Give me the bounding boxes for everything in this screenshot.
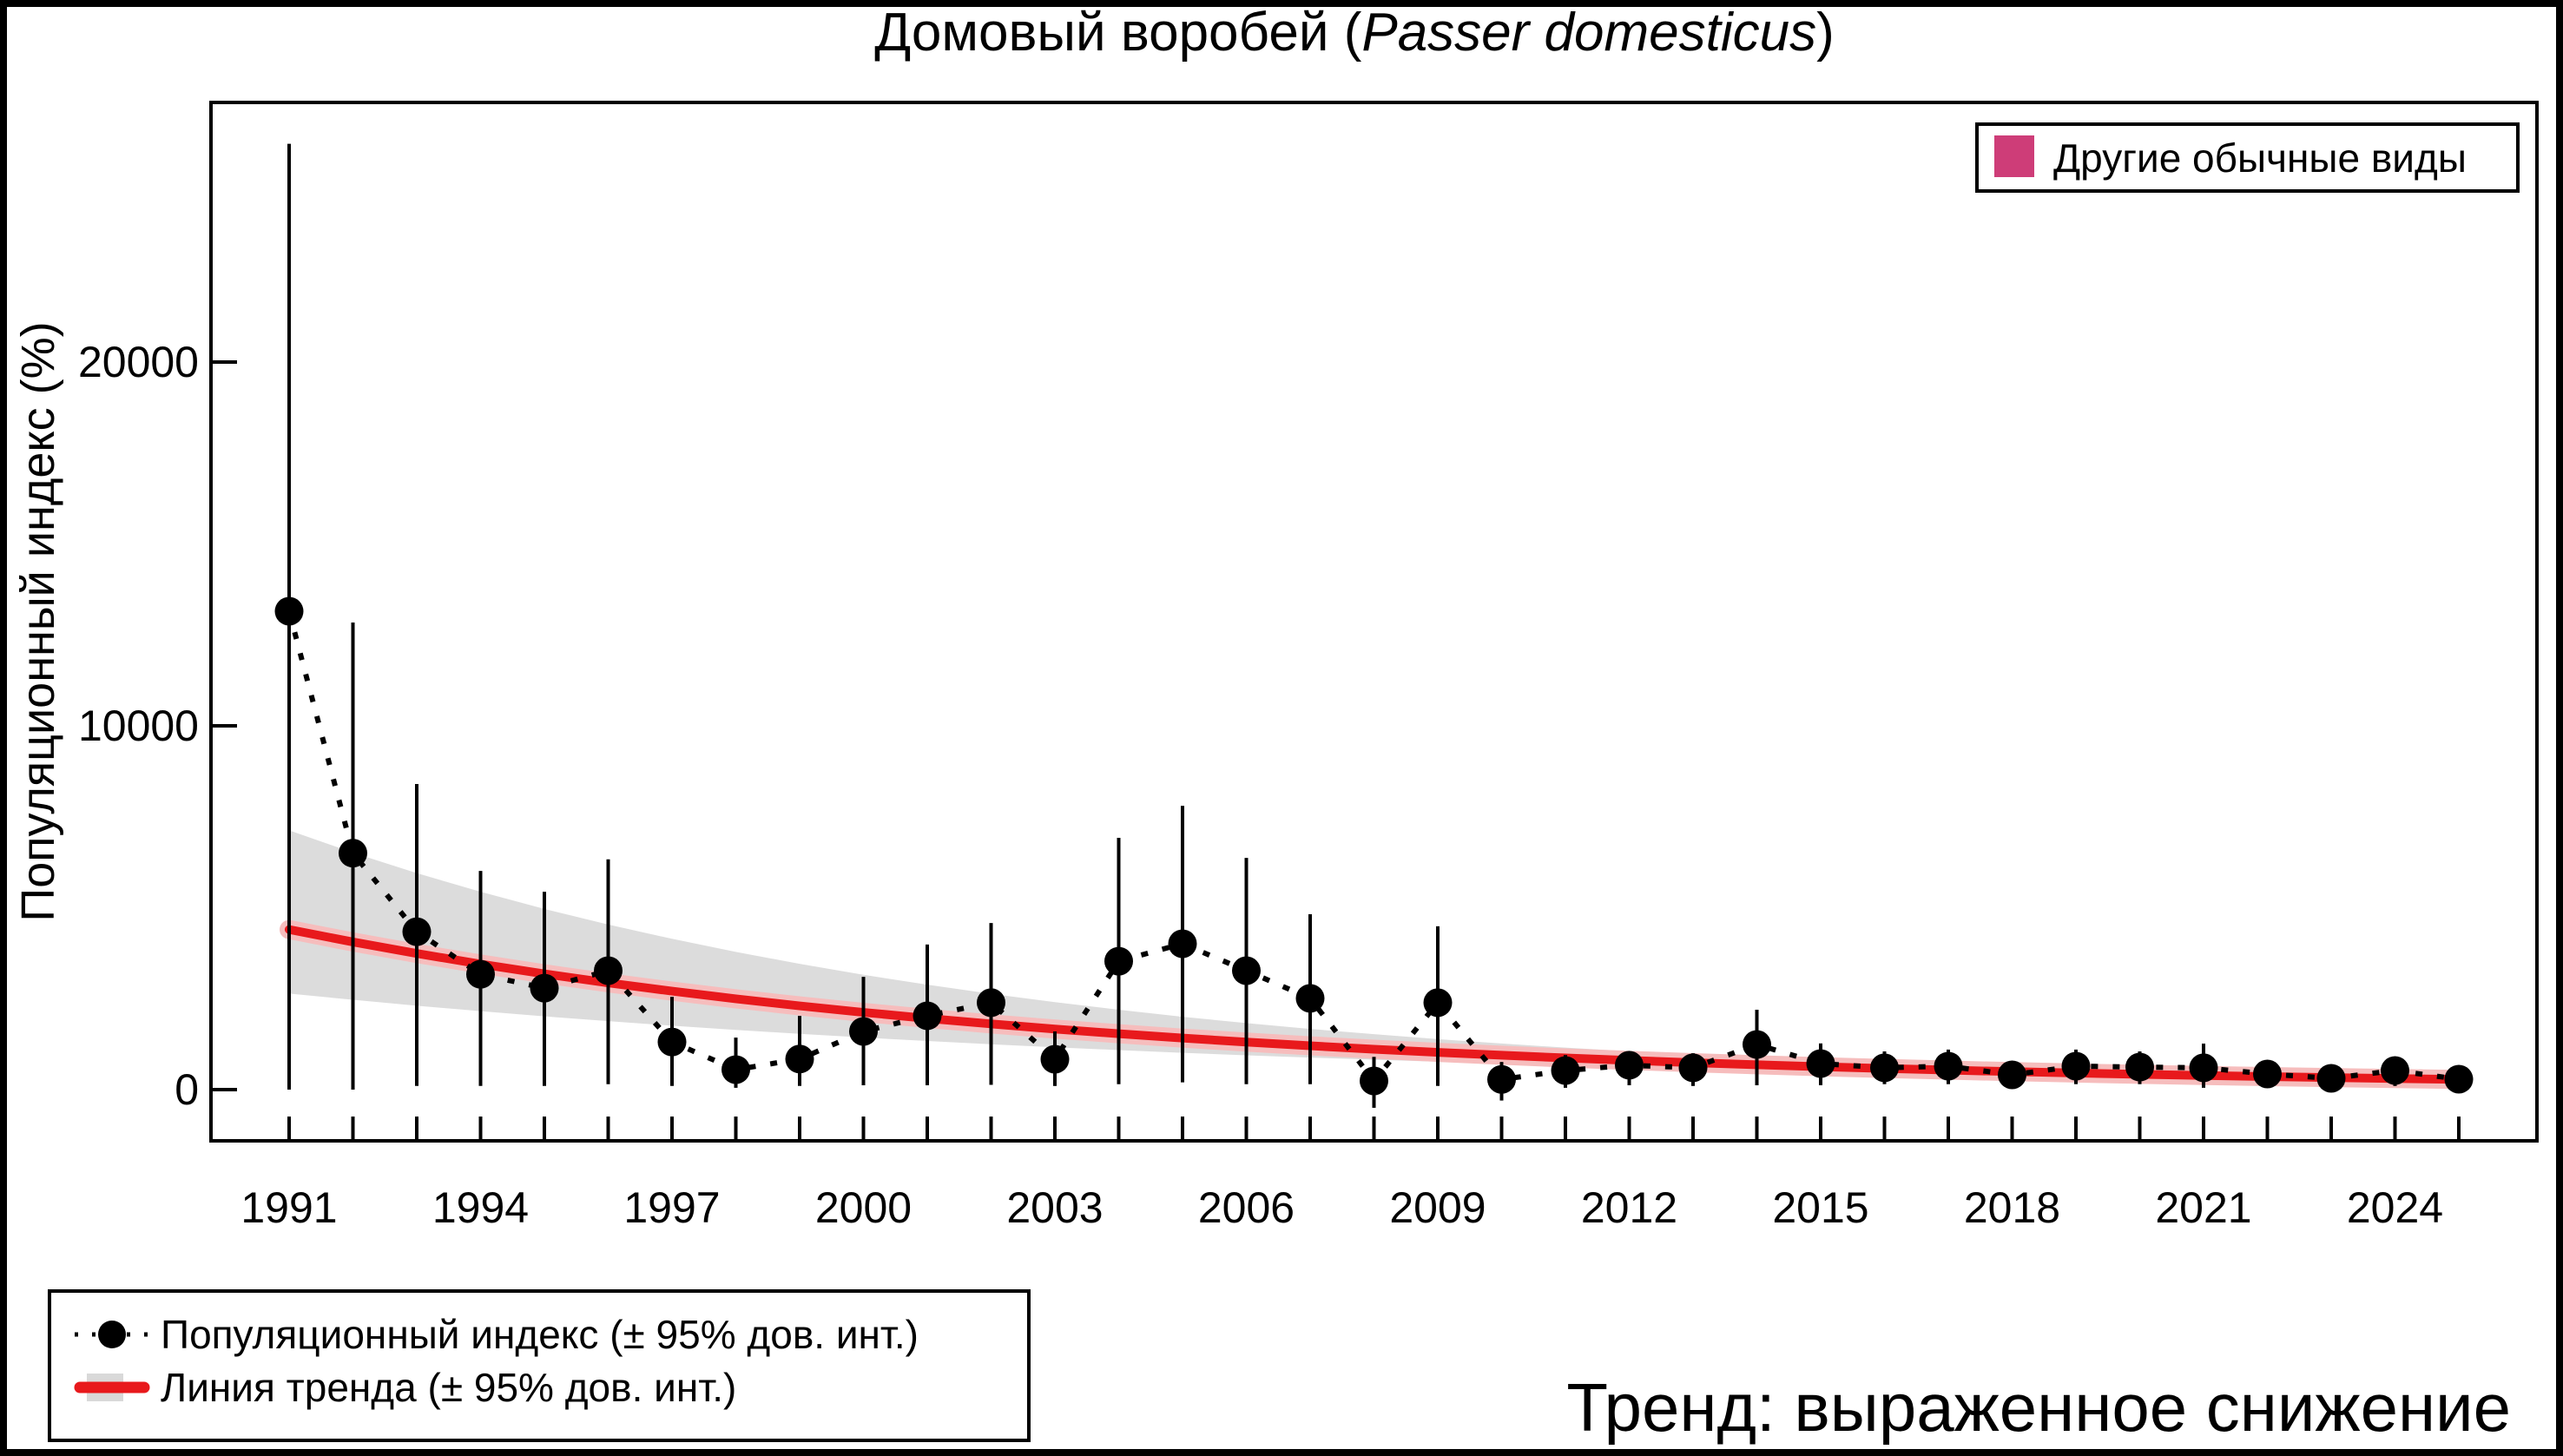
data-point xyxy=(2381,1056,2409,1085)
data-point xyxy=(2125,1052,2154,1082)
data-point xyxy=(721,1055,750,1084)
data-point xyxy=(594,956,623,985)
trend-classification-caption: Тренд: выраженное снижение xyxy=(1566,1369,2511,1446)
x-tick-label: 2000 xyxy=(815,1183,912,1232)
y-axis-title: Популяционный индекс (%) xyxy=(12,321,64,921)
data-point xyxy=(1806,1049,1835,1078)
legend-other-species: Другие обычные виды xyxy=(1975,122,2520,193)
x-tick-label: 2003 xyxy=(1006,1183,1103,1232)
data-point xyxy=(339,839,367,868)
y-tick-label: 20000 xyxy=(78,338,199,386)
legend-trend-label: Линия тренда (± 95% дов. инт.) xyxy=(161,1365,736,1410)
data-point xyxy=(274,596,304,626)
data-point xyxy=(1870,1053,1899,1083)
data-point xyxy=(1998,1060,2026,1090)
x-tick-label: 2009 xyxy=(1389,1183,1486,1232)
x-tick-label: 2021 xyxy=(2155,1183,2251,1232)
other-species-swatch-icon xyxy=(1994,135,2034,177)
data-point xyxy=(2061,1051,2091,1081)
data-point xyxy=(913,1001,942,1031)
data-point xyxy=(1295,984,1325,1013)
data-point xyxy=(1934,1051,1963,1081)
data-point xyxy=(1551,1056,1580,1085)
data-point xyxy=(785,1044,814,1074)
data-point xyxy=(1040,1044,1070,1074)
data-point xyxy=(2316,1064,2346,1093)
legend-index-label: Популяционный индекс (± 95% дов. инт.) xyxy=(161,1312,919,1357)
y-tick-label: 0 xyxy=(175,1065,199,1114)
legend-box xyxy=(48,1289,1031,1442)
trend-line xyxy=(285,925,2463,1084)
data-point xyxy=(1615,1051,1644,1080)
data-point xyxy=(657,1027,687,1057)
data-point xyxy=(530,973,559,1003)
data-point xyxy=(1487,1064,1516,1094)
y-tick-label: 10000 xyxy=(78,702,199,750)
x-tick-label: 1994 xyxy=(432,1183,529,1232)
index-point-icon xyxy=(98,1321,126,1348)
data-point xyxy=(2189,1053,2218,1083)
data-point xyxy=(1678,1053,1708,1083)
x-tick-label: 2018 xyxy=(1964,1183,2060,1232)
data-point xyxy=(2444,1064,2474,1094)
x-tick-label: 1997 xyxy=(623,1183,720,1232)
axis-ticks-layer: 1991 1994 1997 2000 2003 2006 2009 2012 2015 2018… xyxy=(78,338,2461,1232)
x-tick-label: 2012 xyxy=(1581,1183,1677,1232)
data-point xyxy=(1360,1066,1388,1096)
trend-line-layer xyxy=(280,919,2468,1090)
data-point xyxy=(1743,1030,1771,1059)
data-point xyxy=(402,917,432,946)
index-series-layer xyxy=(274,596,2474,1096)
data-point xyxy=(977,988,1005,1018)
x-tick-label: 2015 xyxy=(1772,1183,1868,1232)
legend-box xyxy=(1975,122,2520,193)
data-point xyxy=(1168,929,1197,959)
legend-main: Популяционный индекс (± 95% дов. инт.) Л… xyxy=(48,1289,1031,1442)
data-point xyxy=(1232,956,1261,985)
x-tick-label: 2006 xyxy=(1198,1183,1295,1232)
data-point xyxy=(1104,946,1133,976)
data-point xyxy=(466,959,495,989)
page-title: Домовый воробей (Passer domesticus) xyxy=(874,3,1835,63)
data-point xyxy=(2253,1059,2282,1089)
data-point xyxy=(1423,988,1453,1018)
x-tick-label: 1991 xyxy=(240,1183,337,1232)
data-point xyxy=(849,1017,878,1046)
legend-other-species-label: Другие обычные виды xyxy=(2053,135,2467,181)
x-tick-label: 2024 xyxy=(2347,1183,2443,1232)
